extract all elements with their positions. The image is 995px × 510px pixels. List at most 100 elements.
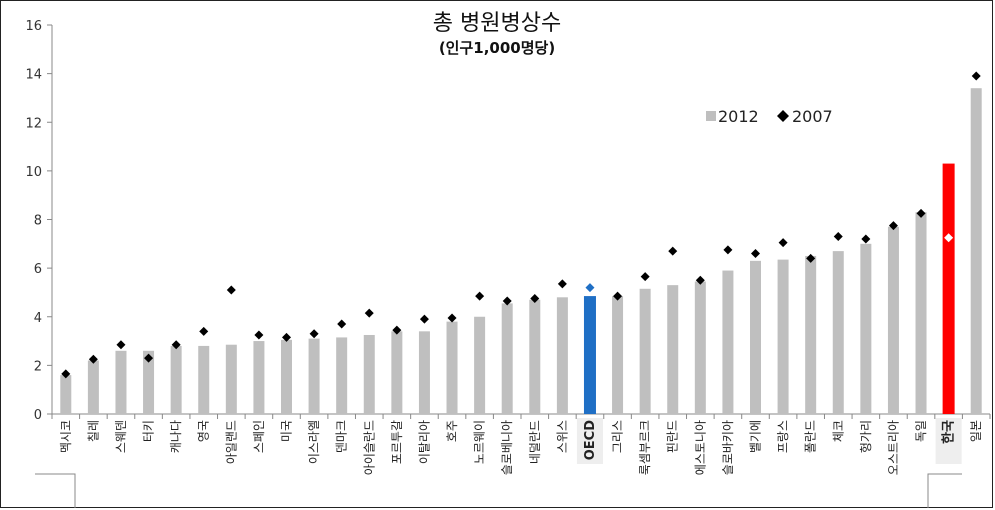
category-label: 아일랜드 [224, 420, 238, 464]
marker-2007 [585, 283, 595, 293]
marker-2007 [530, 294, 540, 304]
bar-2012 [308, 338, 320, 414]
bar-2012 [915, 212, 927, 414]
marker-2007 [226, 285, 236, 295]
bar-2012 [198, 345, 210, 414]
y-tick-label: 2 [34, 359, 42, 374]
bar-2012 [60, 375, 72, 414]
category-label: 멕시코 [59, 420, 73, 453]
marker-2007 [861, 234, 871, 244]
legend-swatch-2007 [777, 110, 789, 122]
marker-2007 [61, 369, 71, 379]
y-tick-label: 0 [34, 408, 42, 423]
bar-2012 [143, 350, 155, 414]
category-labels: 멕시코 칠레 스웨덴 터키 캐나다 영국 아일랜드 스페인 미국 이스라엘 덴마크 아이슬란드 포르투갈… [59, 418, 983, 475]
legend-swatch-2012 [706, 111, 716, 121]
bar-2012 [225, 344, 237, 414]
y-tick-label: 12 [25, 116, 42, 131]
marker-2007 [447, 313, 457, 323]
bar-2012 [887, 226, 899, 414]
bracket-right [927, 473, 962, 508]
marker-2007 [806, 253, 816, 263]
bar-2012 [363, 334, 375, 414]
category-label: 프랑스 [776, 420, 790, 453]
category-label: 스위스 [555, 420, 569, 453]
bar-2012 [336, 337, 348, 414]
bar-2012 [446, 321, 458, 414]
marker-2007 [695, 275, 705, 285]
bar-2012 [556, 297, 568, 414]
category-label: 벨기에 [749, 420, 763, 453]
bar-2012 [474, 316, 486, 414]
category-label: 영국 [197, 420, 211, 442]
marker-2007 [502, 296, 512, 306]
bar-2012 [667, 285, 679, 414]
category-label: 독일 [914, 420, 928, 442]
category-label: 스페인 [252, 420, 266, 453]
y-tick-label: 14 [25, 68, 42, 83]
marker-2007 [668, 246, 678, 256]
bar-2012 [418, 331, 430, 414]
marker-2007 [116, 340, 126, 350]
marker-2007 [557, 279, 567, 289]
bracket-left [35, 473, 76, 508]
marker-2007 [778, 238, 788, 248]
category-label: 덴마크 [335, 420, 349, 453]
marker-2007 [613, 291, 623, 301]
marker-2007 [971, 71, 981, 81]
bar-2012 [777, 259, 789, 414]
bar-2012 [253, 341, 265, 414]
category-label: 미국 [280, 420, 294, 442]
category-label: 칠레 [86, 420, 100, 442]
marker-2007 [144, 353, 154, 363]
bar-2012 [832, 251, 844, 414]
chart-subtitle: (인구1,000명당) [439, 39, 555, 57]
y-tick-label: 8 [34, 214, 42, 229]
bar-2012 [805, 255, 817, 414]
marker-2007 [888, 221, 898, 231]
legend-label-2012: 2012 [718, 107, 759, 126]
category-label: OECD [583, 420, 598, 460]
category-label: 호주 [445, 420, 459, 442]
category-label: 포르투갈 [390, 420, 404, 464]
marker-2007 [392, 325, 402, 335]
bar-2012 [391, 331, 403, 414]
category-label: 그리스 [611, 420, 625, 453]
category-label: 폴란드 [804, 420, 818, 453]
bar-2012 [529, 299, 541, 414]
marker-2007 [419, 314, 429, 324]
marker-2007 [364, 308, 374, 318]
bar-2012 [970, 88, 982, 415]
category-label: 오스트리아 [886, 420, 900, 475]
y-tick-label: 6 [34, 262, 42, 277]
bar-2012 [501, 303, 513, 414]
marker-2007 [751, 249, 760, 259]
category-label: 슬로베니아 [500, 420, 514, 475]
category-label: 헝가리 [859, 420, 873, 453]
marker-2007 [88, 354, 98, 364]
category-highlight-box [576, 418, 603, 464]
category-label: 에스토니아 [693, 420, 707, 475]
marker-2007 [199, 326, 209, 336]
category-label: 터키 [142, 420, 156, 442]
bar-2012 [722, 270, 734, 414]
bar-2012 [281, 339, 292, 414]
category-label: 핀란드 [666, 420, 680, 453]
marker-2007 [337, 319, 347, 329]
y-tick-label: 4 [34, 311, 42, 326]
marker-2007 [723, 245, 733, 255]
bar-2012 [612, 296, 624, 414]
marker-2007 [944, 233, 954, 243]
bar-2012 [860, 243, 872, 414]
category-label: 한국 [941, 420, 957, 444]
marker-2007 [309, 329, 319, 339]
category-label: 네덜란드 [528, 420, 542, 464]
category-label: 체코 [831, 420, 845, 442]
bar-2012 [639, 288, 651, 414]
category-label: 스웨덴 [114, 420, 128, 453]
y-tick-label: 10 [25, 165, 42, 180]
bar-2012 [87, 360, 99, 414]
category-label: 아이슬란드 [362, 420, 376, 475]
